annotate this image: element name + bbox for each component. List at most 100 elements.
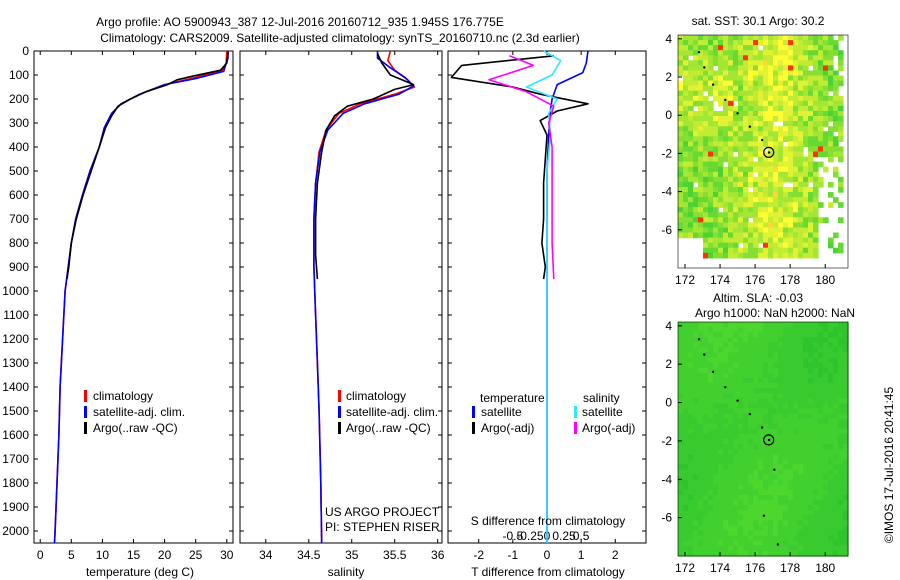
sst-cell [818, 50, 824, 56]
sla-cell [808, 398, 814, 404]
sst-cell [803, 237, 809, 244]
sla-cell [708, 433, 714, 440]
sla-cell [793, 423, 799, 430]
sst-cell [678, 40, 684, 46]
sla-cell [753, 530, 759, 537]
sla-cell [823, 545, 829, 552]
sla-cell [828, 332, 834, 338]
sst-cell [778, 90, 784, 97]
sst-cell [758, 35, 764, 41]
sla-cell [788, 322, 794, 328]
sst-cell [753, 217, 759, 223]
sst-cell [763, 60, 769, 66]
sst-cell [683, 100, 689, 107]
sla-cell [778, 520, 784, 527]
sla-cell [763, 352, 769, 359]
sst-cell [683, 197, 689, 203]
sla-cell [783, 433, 789, 440]
sla-cell [818, 550, 824, 557]
sla-cell [723, 550, 729, 557]
sla-cell [803, 439, 809, 445]
sla-cell [723, 500, 729, 506]
sst-cell [798, 161, 804, 168]
sla-cell [753, 444, 759, 450]
sla-cell [813, 500, 819, 506]
sst-cell [718, 217, 724, 223]
sst-cell [723, 35, 729, 41]
sla-cell [813, 449, 819, 455]
sst-cell [753, 131, 759, 137]
sla-cell [688, 520, 694, 527]
sst-cell [733, 80, 739, 87]
sst-cell [838, 55, 844, 61]
sla-cell [743, 540, 749, 547]
sla-cell [823, 362, 829, 369]
sst-cell [698, 55, 704, 61]
sla-cell [703, 520, 709, 527]
sla-cell [743, 408, 749, 415]
sla-cell [683, 378, 689, 384]
sst-cell [733, 166, 739, 173]
sst-cell [733, 141, 739, 148]
sst-cell [783, 242, 789, 249]
sla-cell [698, 464, 704, 471]
sst-cell [718, 60, 724, 66]
sla-cell [713, 347, 719, 354]
sst-cell [733, 202, 739, 208]
sst-cell [753, 187, 759, 193]
sla-cell [803, 495, 809, 501]
sla-cell [818, 530, 824, 537]
sla-cell [773, 464, 779, 471]
sla-cell [758, 347, 764, 354]
sst-cell [823, 40, 829, 46]
sst-cell [713, 166, 719, 173]
y-tick-label: -4 [661, 185, 672, 199]
sst-cell [713, 222, 719, 229]
sst-cell [733, 35, 739, 41]
sla-cell [748, 495, 754, 501]
sla-cell [718, 444, 724, 450]
sst-cell [683, 50, 689, 56]
sla-cell [708, 408, 714, 415]
sla-cell [683, 383, 689, 389]
sla-cell [718, 515, 724, 521]
sla-cell [678, 459, 684, 465]
sst-cell [788, 222, 794, 229]
sst-cell [768, 197, 774, 203]
sst-cell [803, 192, 809, 198]
sla-cell [728, 535, 734, 542]
series-line-2 [66, 52, 229, 280]
sla-cell [818, 423, 824, 430]
sla-cell [738, 393, 744, 399]
sla-cell [808, 383, 814, 389]
sla-cell [813, 444, 819, 450]
sla-cell [683, 322, 689, 328]
sst-cell [743, 227, 749, 234]
sst-cell [773, 70, 779, 77]
sla-cell [808, 540, 814, 547]
sst-cell [703, 187, 709, 193]
sla-cell [808, 327, 814, 333]
sst-cell [708, 105, 714, 112]
sla-cell [683, 484, 689, 491]
sla-cell [738, 444, 744, 450]
sla-cell [698, 449, 704, 455]
sst-cell [788, 232, 794, 239]
sla-cell [733, 388, 739, 394]
sla-cell [768, 367, 774, 374]
sla-cell [818, 540, 824, 547]
sst-cell [708, 45, 714, 51]
sla-cell [678, 444, 684, 450]
sst-cell [743, 192, 749, 198]
sst-cell [713, 146, 719, 153]
sla-cell [748, 489, 754, 496]
sla-cell [783, 525, 789, 532]
sla-cell [688, 403, 694, 410]
sla-cell [833, 367, 839, 374]
sst-cell [818, 136, 824, 142]
sst-cell [743, 126, 749, 132]
sla-cell [698, 342, 704, 348]
sst-cell [813, 176, 819, 183]
sst-cell [733, 232, 739, 239]
sla-cell [823, 469, 829, 476]
